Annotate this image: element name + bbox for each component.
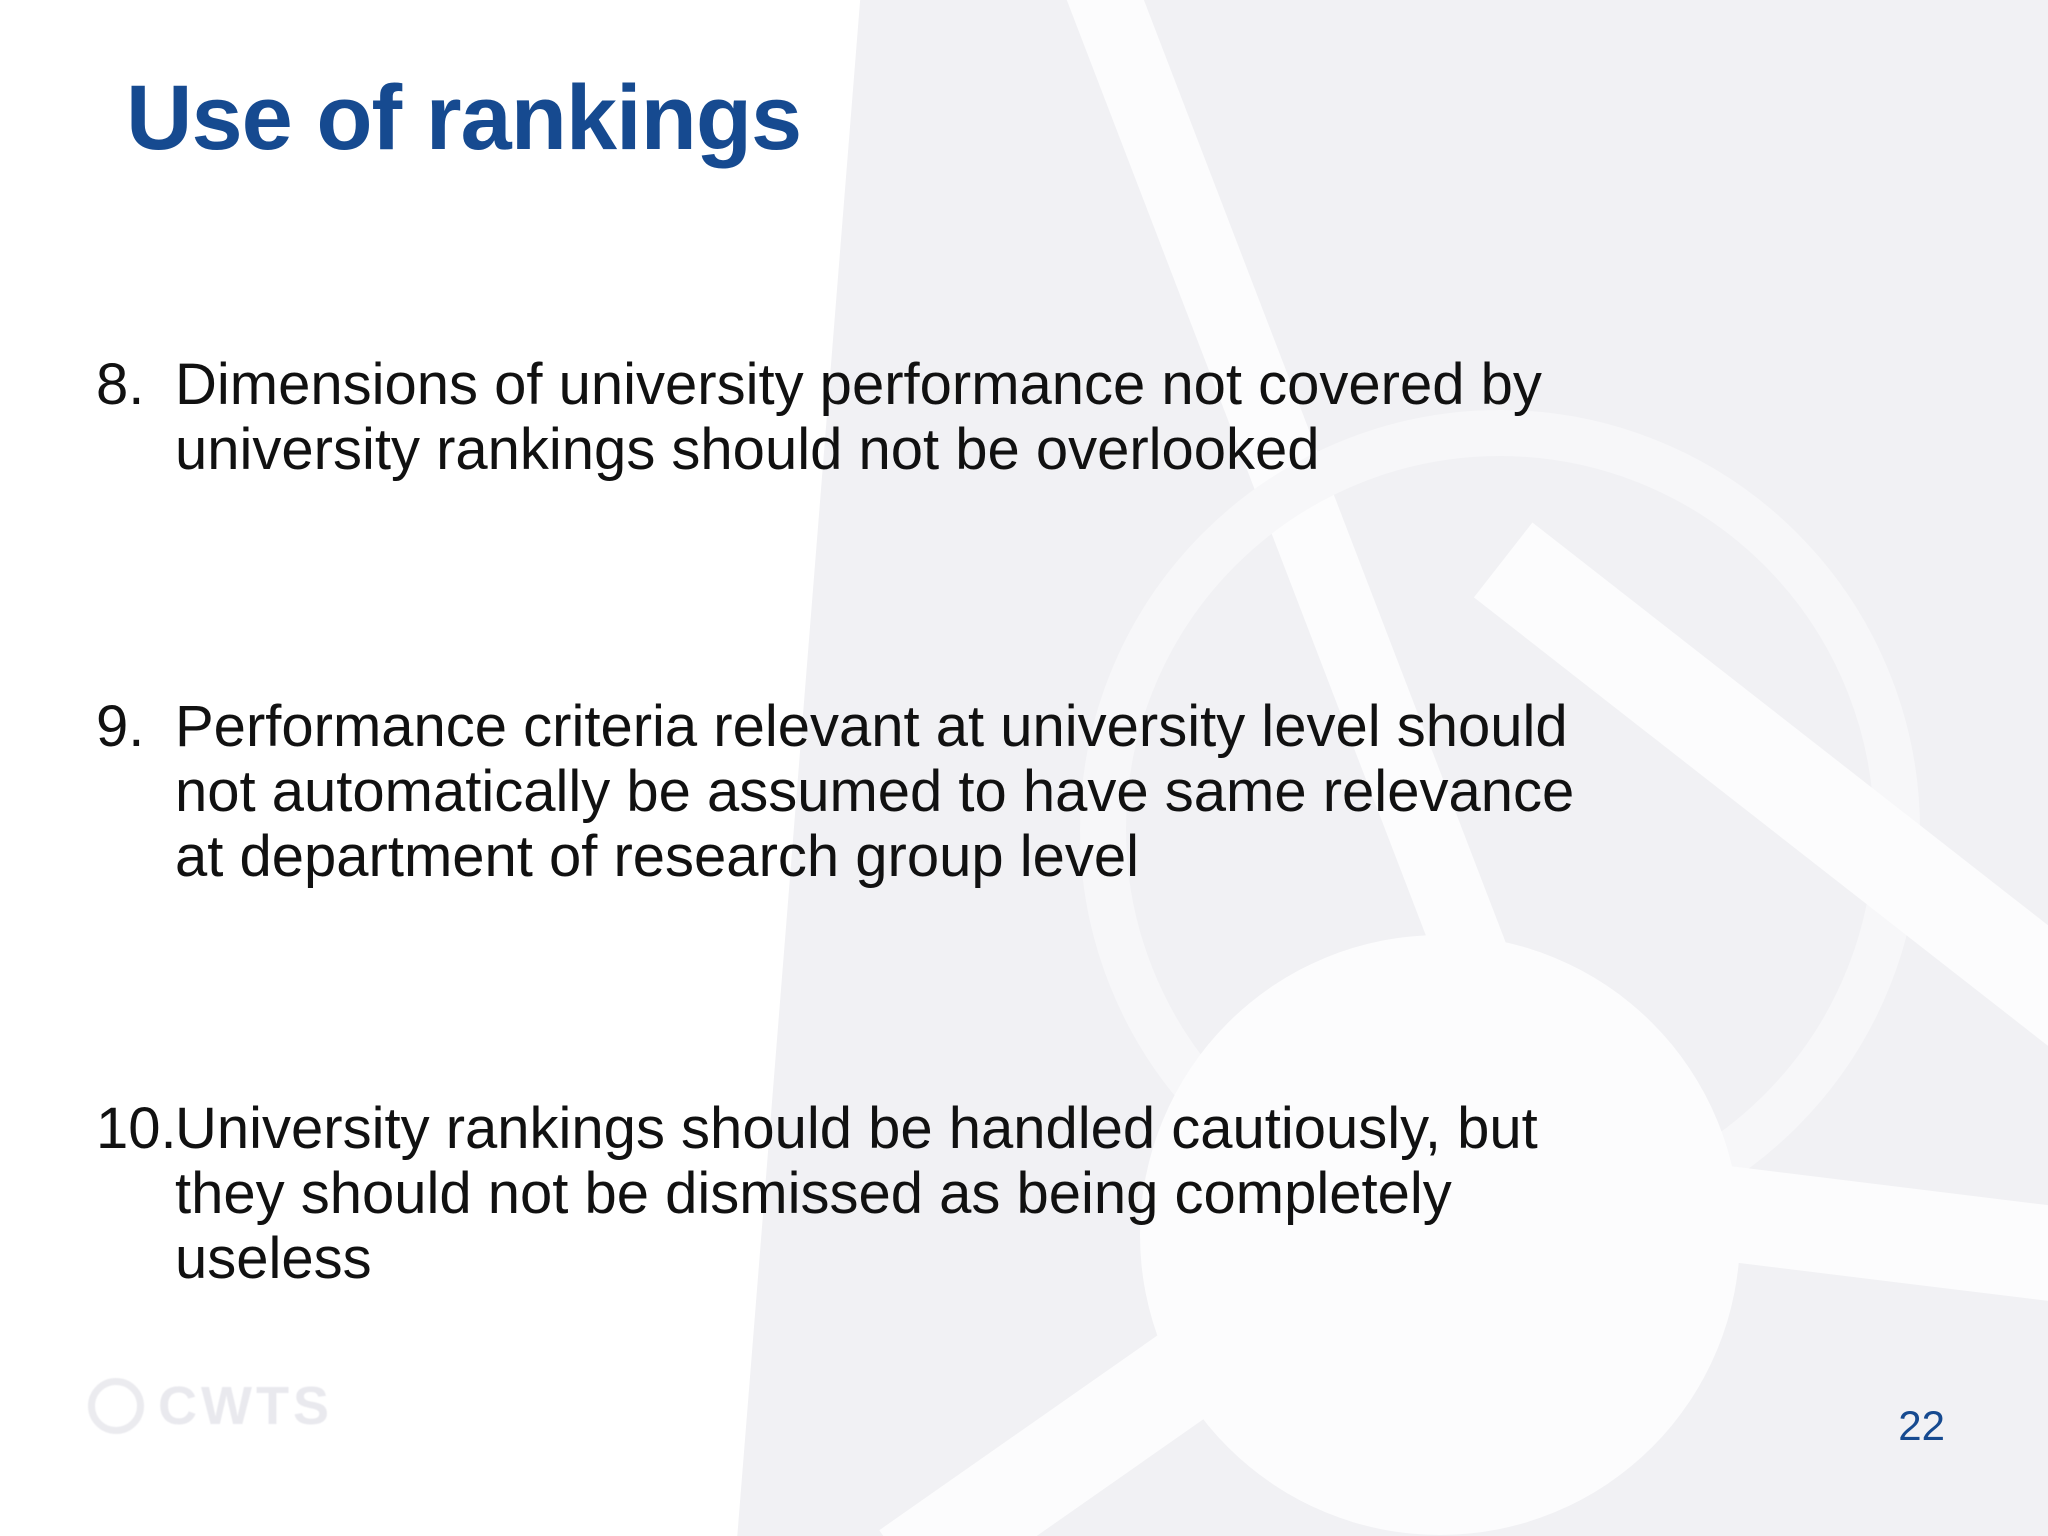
list-item-line: not automatically be assumed to have sam…: [175, 759, 1575, 824]
page-number: 22: [1898, 1402, 1945, 1449]
watermark-circle: [1140, 935, 1740, 1535]
list-item-line: they should not be dismissed as being co…: [175, 1161, 1452, 1226]
list-item-line: useless: [175, 1226, 372, 1291]
list-item-line: Dimensions of university performance not…: [175, 352, 1542, 417]
list-item-marker: 10.: [96, 1096, 177, 1161]
list-item-line: at department of research group level: [175, 824, 1139, 889]
cwts-logo: CWTS: [88, 1375, 333, 1437]
logo-emblem-icon: [88, 1378, 144, 1434]
list-item: 8. Dimensions of university performance …: [96, 352, 1542, 482]
list-item-line: University rankings should be handled ca…: [175, 1096, 1538, 1161]
list-item-marker: 8.: [96, 352, 145, 417]
list-item: 10. University rankings should be handle…: [96, 1096, 1538, 1291]
list-item-line: Performance criteria relevant at univers…: [175, 694, 1568, 759]
list-item: 9. Performance criteria relevant at univ…: [96, 694, 1574, 889]
list-item-marker: 9.: [96, 694, 145, 759]
logo-text: CWTS: [158, 1376, 333, 1436]
slide-title: Use of rankings: [126, 67, 802, 169]
list-item-line: university rankings should not be overlo…: [175, 417, 1320, 482]
